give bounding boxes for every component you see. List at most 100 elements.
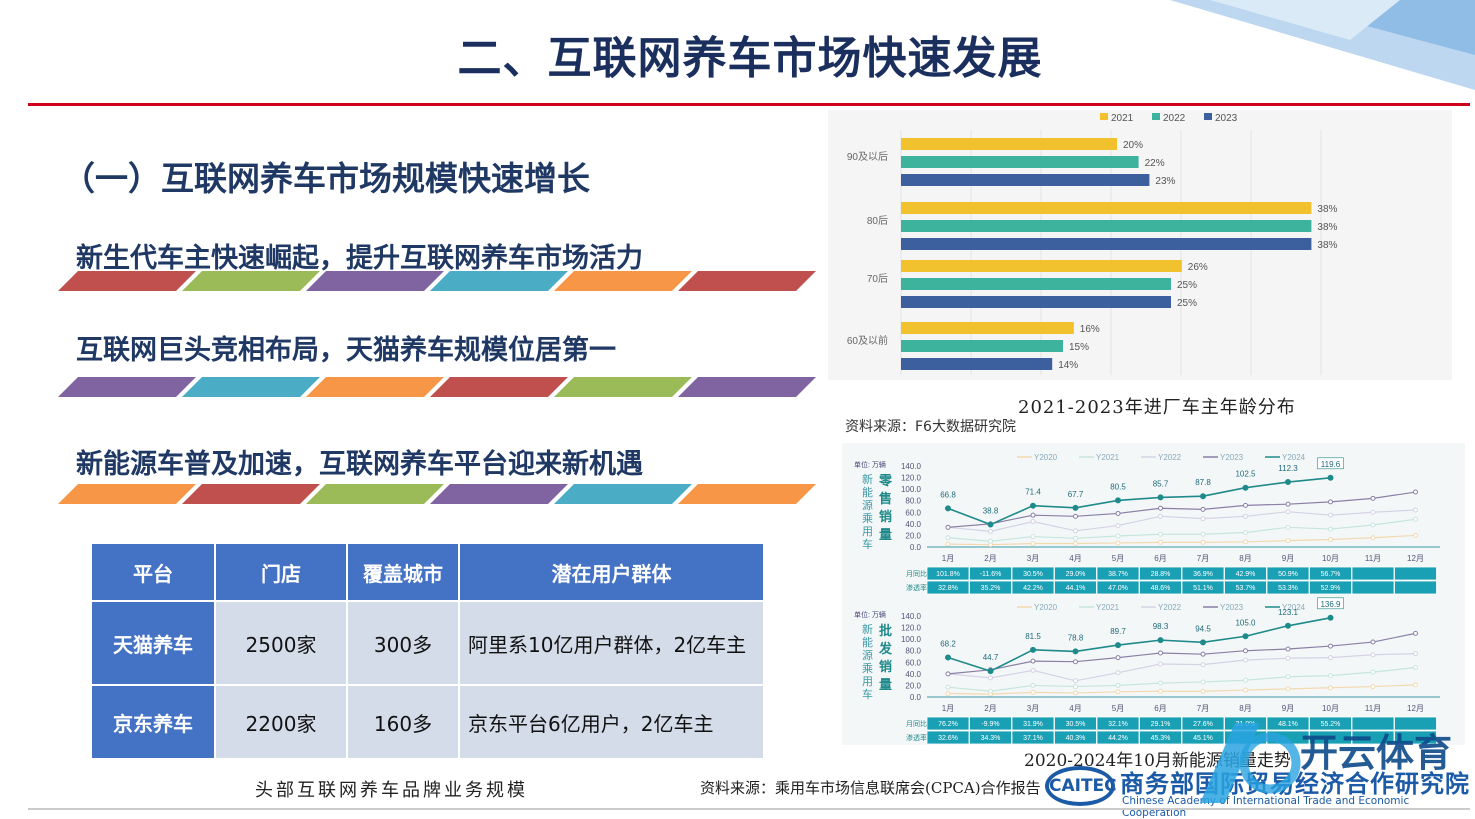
data-point (1073, 535, 1078, 541)
data-point (1158, 661, 1163, 667)
data-point (1285, 538, 1291, 544)
category-label: 80后 (867, 215, 888, 227)
table-cell (1394, 580, 1437, 595)
x-tick-label: 9月 (1282, 554, 1294, 563)
side-label-char: 用 (862, 676, 873, 688)
bar (901, 174, 1150, 186)
data-label: 81.5 (1025, 632, 1041, 641)
legend-label: 2023 (1215, 113, 1238, 124)
data-point (1073, 659, 1078, 665)
data-point (1370, 669, 1376, 675)
table-value: -9.9% (981, 721, 999, 728)
side-label-char: 能 (862, 485, 873, 499)
data-point (1285, 622, 1291, 629)
table-value: 32.6% (938, 735, 958, 742)
data-point (945, 684, 951, 690)
data-point (1030, 646, 1036, 653)
data-point (1030, 512, 1036, 518)
data-point (1200, 679, 1206, 685)
data-point (1115, 655, 1121, 661)
y-tick-label: 60.0 (905, 508, 921, 517)
data-point (1413, 507, 1418, 513)
bar (901, 220, 1312, 232)
table-cell (1181, 580, 1225, 595)
cell-users: 京东平台6亿用户，2亿车主 (458, 684, 765, 760)
data-point (1242, 633, 1249, 640)
x-tick-label: 11月 (1365, 704, 1381, 713)
table-cell (926, 580, 970, 595)
x-tick-label: 5月 (1112, 554, 1124, 563)
data-label: 44.7 (983, 653, 999, 662)
age-bar-chart: 2021 20% 38% 26% 16% 2022 22% 38% 25% 15% 2023 23% 3… (828, 110, 1452, 380)
x-tick-label: 7月 (1197, 704, 1209, 713)
bar (901, 202, 1312, 214)
data-point (1285, 655, 1291, 661)
data-point (1073, 684, 1078, 690)
data-point (1285, 686, 1291, 692)
data-label: 89.7 (1110, 627, 1126, 636)
table-value: 40.3% (1066, 735, 1086, 742)
watermark-text: 开云体育 (1300, 731, 1453, 775)
data-point (1328, 685, 1333, 691)
bar-label: 15% (1069, 342, 1089, 353)
bar (901, 296, 1171, 308)
bar (901, 156, 1139, 168)
legend-swatch (1204, 113, 1212, 120)
table-cell (1394, 730, 1437, 745)
table-cell (1351, 716, 1395, 731)
data-point (1073, 528, 1078, 534)
table-value: 101.8% (936, 571, 960, 578)
x-tick-label: 10月 (1322, 704, 1339, 713)
table-value: 51.1% (1193, 585, 1213, 592)
data-point (1115, 642, 1121, 649)
title-char: 量 (879, 677, 892, 692)
data-point (1200, 639, 1206, 646)
unit-label: 单位: 万辆 (854, 460, 886, 469)
title-char: 售 (879, 491, 892, 506)
data-point (1285, 524, 1291, 530)
table-cell (1096, 566, 1140, 581)
line-chart-source: 资料来源：乘用车市场信息联席会(CPCA)合作报告 (700, 779, 1041, 797)
x-tick-label: 2月 (984, 554, 996, 563)
table-cell (1181, 730, 1225, 745)
table-value: 37.1% (1023, 735, 1043, 742)
table-value: 28.8% (1151, 571, 1171, 578)
data-point (1327, 474, 1334, 481)
table-value: 48.1% (1278, 721, 1298, 728)
bar-chart-source: 资料来源：F6大数据研究院 (845, 419, 1016, 435)
y-tick-label: 80.0 (905, 647, 921, 656)
data-point (988, 688, 993, 694)
bar-label: 26% (1188, 262, 1208, 273)
data-point (1370, 684, 1376, 690)
table-value: 44.1% (1066, 585, 1086, 592)
table-cell (1139, 580, 1182, 595)
table-cell (1181, 566, 1225, 581)
nev-sales-charts: Y2020 Y2021 Y2022 Y2023 Y2024 单位: 万辆新能源乘用车零售销… (842, 443, 1465, 745)
legend-label: Y2023 (1220, 453, 1244, 462)
data-point (1413, 682, 1418, 688)
data-point (1243, 530, 1248, 536)
data-point (1072, 648, 1079, 655)
data-point (1285, 674, 1291, 680)
table-cell (1309, 580, 1352, 595)
data-point (945, 524, 951, 530)
table-cell (926, 730, 970, 745)
table-value: 45.3% (1151, 735, 1171, 742)
data-point (1073, 513, 1078, 519)
series-line-Y2022 (947, 509, 1416, 532)
header-platform: 平台 (90, 542, 216, 602)
data-point (1200, 688, 1206, 694)
table-cell (926, 566, 970, 581)
table-row: 京东养车 2200家 160多 京东平台6亿用户，2亿车主 (90, 684, 765, 760)
data-point (1115, 510, 1121, 516)
x-tick-label: 1月 (942, 554, 954, 563)
y-tick-label: 40.0 (905, 520, 921, 529)
y-tick-label: 100.0 (901, 635, 922, 644)
data-label: 102.5 (1235, 470, 1256, 479)
table-cell (1139, 566, 1182, 581)
bar (901, 260, 1182, 272)
table-row: 天猫养车 2500家 300多 阿里系10亿用户群体，2亿车主 (90, 600, 765, 686)
side-label-char: 能 (862, 635, 873, 649)
watermark-logo-icon (1200, 723, 1301, 803)
caitec-logo: CAITEC (1045, 766, 1117, 806)
